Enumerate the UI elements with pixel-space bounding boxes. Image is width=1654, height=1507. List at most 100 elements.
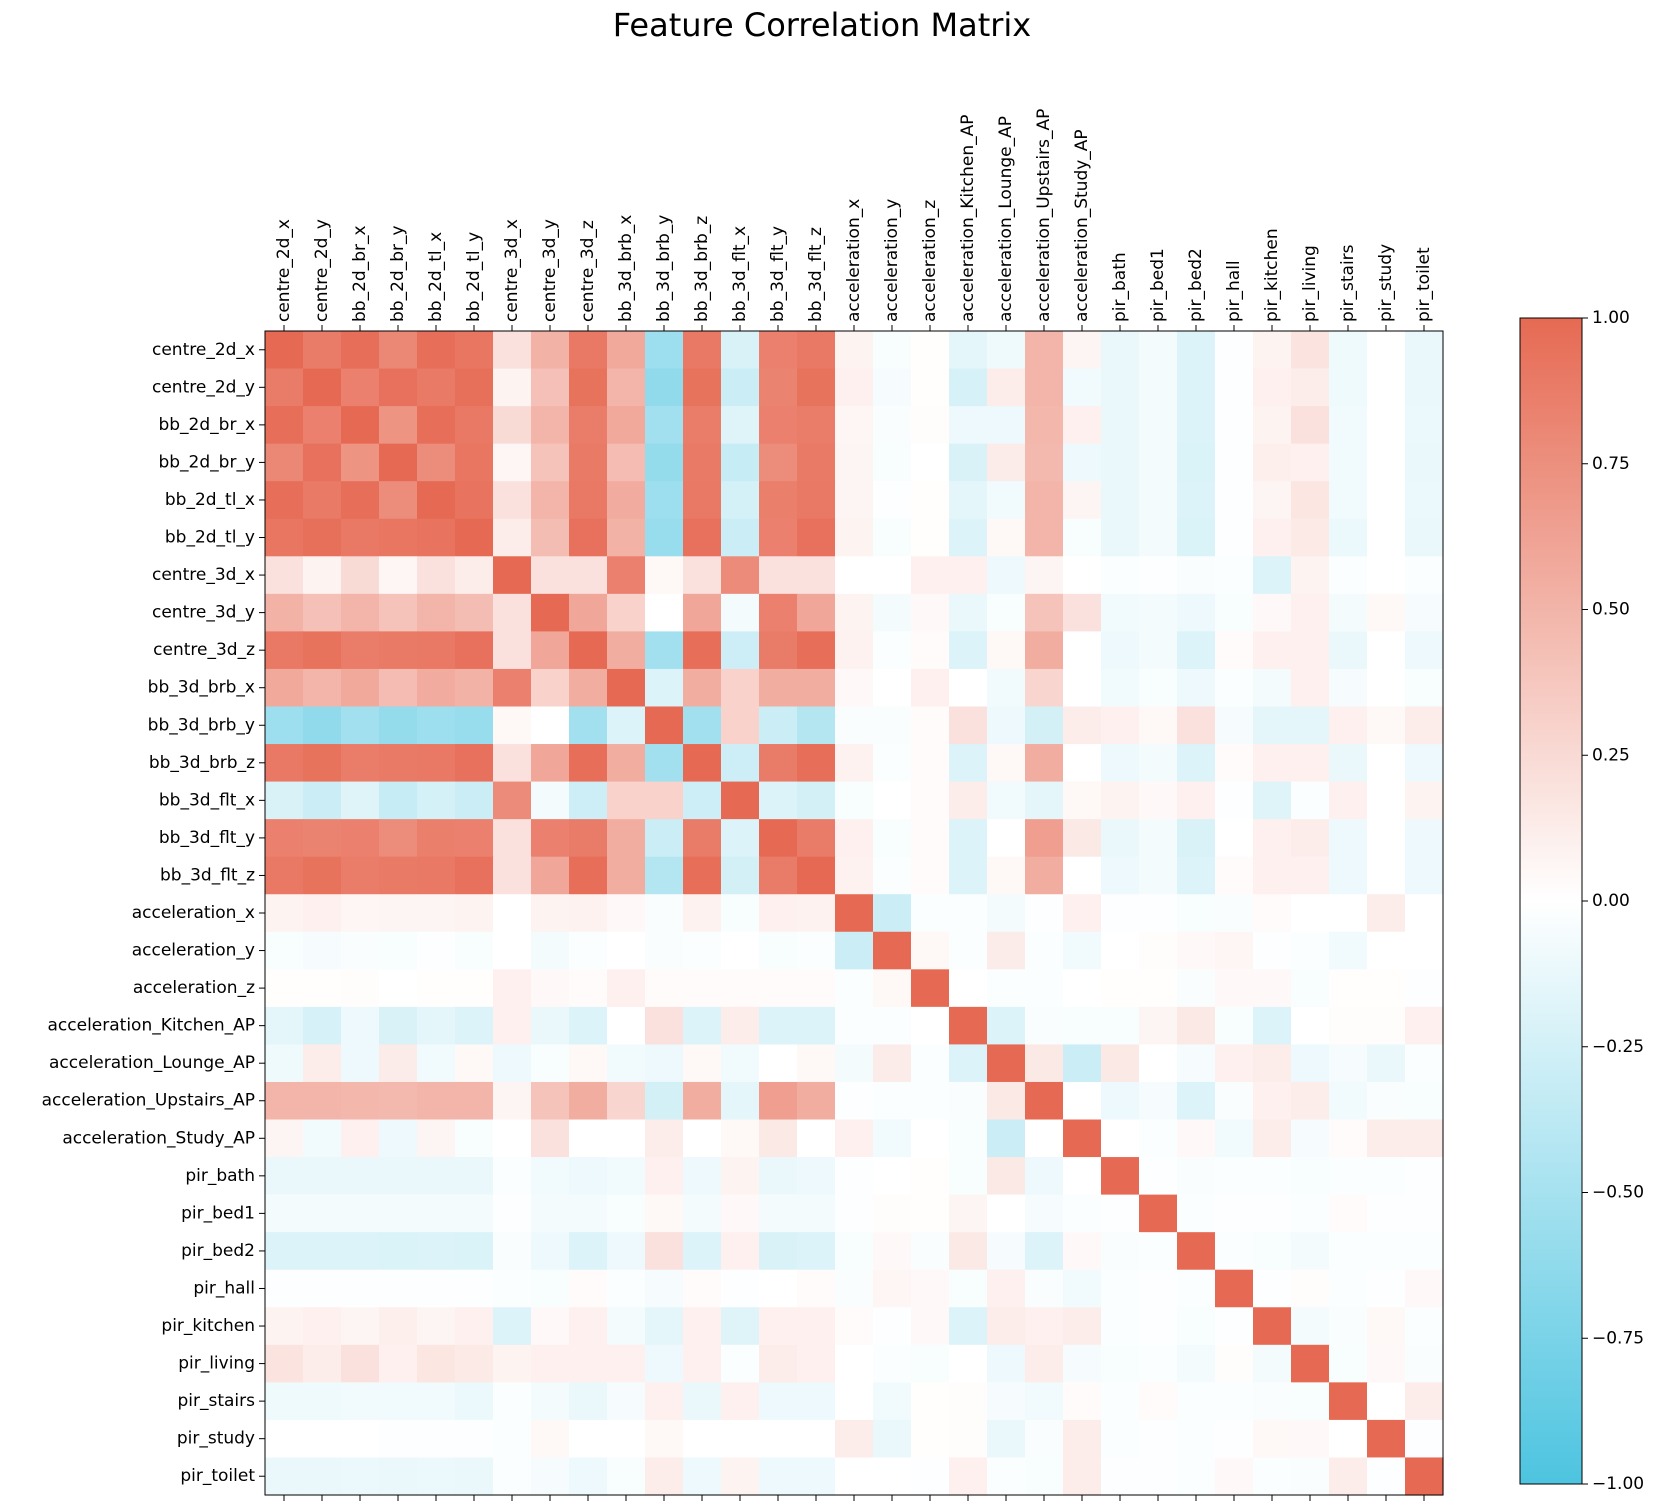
heatmap-cell	[911, 1044, 950, 1083]
heatmap-cell	[911, 1344, 950, 1383]
heatmap-cell	[1405, 1382, 1444, 1421]
y-tick-label: acceleration_Study_AP	[62, 1128, 255, 1148]
heatmap-cell	[949, 1457, 988, 1496]
heatmap-cell	[607, 1419, 646, 1459]
heatmap-cell	[987, 969, 1026, 1008]
heatmap-cell	[987, 706, 1026, 745]
heatmap-cell	[645, 1006, 684, 1046]
heatmap-cell	[1253, 1344, 1292, 1383]
heatmap-cell	[1405, 1081, 1444, 1121]
heatmap-cell	[797, 1081, 836, 1121]
heatmap-cell	[1025, 819, 1064, 858]
heatmap-cell	[1253, 1382, 1292, 1421]
heatmap-cell	[759, 1006, 798, 1046]
heatmap-cell	[1329, 331, 1368, 370]
heatmap-cell	[265, 1232, 304, 1271]
heatmap-cell	[303, 1119, 342, 1158]
heatmap-cell	[759, 1269, 798, 1308]
heatmap-cell	[1139, 744, 1178, 783]
heatmap-cell	[1367, 744, 1406, 783]
heatmap-cell	[417, 331, 456, 370]
heatmap-cell	[987, 481, 1026, 520]
y-tick-label: pir_living	[178, 1354, 255, 1374]
heatmap-cell	[417, 443, 456, 482]
heatmap-cell	[569, 1307, 608, 1346]
heatmap-cell	[417, 931, 456, 970]
heatmap-cell	[531, 969, 570, 1008]
heatmap-cell	[607, 668, 646, 708]
heatmap-cell	[835, 856, 874, 895]
heatmap-cell	[759, 1157, 798, 1196]
heatmap-cell	[797, 894, 836, 933]
heatmap-cell	[1177, 518, 1216, 557]
heatmap-cell	[645, 1119, 684, 1158]
heatmap-cell	[493, 1157, 532, 1196]
heatmap-cell	[379, 1269, 418, 1308]
heatmap-cell	[417, 1157, 456, 1196]
heatmap-cell	[987, 1044, 1026, 1083]
heatmap-cell	[379, 1382, 418, 1421]
heatmap-cell	[1177, 819, 1216, 858]
heatmap-cell	[265, 931, 304, 970]
heatmap-cell	[759, 856, 798, 895]
heatmap-cell	[607, 331, 646, 370]
heatmap-cell	[493, 1419, 532, 1459]
heatmap-cell	[379, 368, 418, 407]
heatmap-cell	[1215, 593, 1254, 632]
heatmap-cell	[417, 1457, 456, 1496]
heatmap-cell	[265, 781, 304, 820]
heatmap-cell	[493, 781, 532, 820]
heatmap-cell	[949, 781, 988, 820]
y-tick-label: acceleration_y	[132, 941, 255, 961]
heatmap-cell	[265, 481, 304, 520]
heatmap-cell	[303, 931, 342, 970]
heatmap-cell	[721, 631, 760, 670]
heatmap-cell	[987, 443, 1026, 482]
heatmap-cell	[1215, 331, 1254, 370]
heatmap-cell	[645, 593, 684, 632]
heatmap-cell	[1367, 781, 1406, 820]
heatmap-cell	[1063, 1419, 1102, 1459]
heatmap-cell	[569, 593, 608, 632]
x-tick-label: acceleration_z	[920, 200, 940, 322]
heatmap-cell	[303, 556, 342, 595]
heatmap-cell	[949, 1232, 988, 1271]
heatmap-cell	[265, 1307, 304, 1346]
heatmap-cell	[417, 1382, 456, 1421]
heatmap-cell	[1329, 1344, 1368, 1383]
x-tick-label: bb_2d_br_x	[350, 225, 370, 322]
x-tick-label: centre_3d_z	[578, 220, 598, 322]
heatmap-cell	[569, 856, 608, 895]
heatmap-cell	[303, 1419, 342, 1459]
x-tick-label: bb_3d_brb_y	[654, 215, 674, 322]
heatmap-cell	[1215, 368, 1254, 407]
heatmap-cell	[1405, 443, 1444, 482]
heatmap-cell	[873, 1157, 912, 1196]
heatmap-cell	[569, 894, 608, 933]
heatmap-cell	[835, 1044, 874, 1083]
heatmap-cell	[911, 781, 950, 820]
heatmap-cell	[531, 1307, 570, 1346]
heatmap-cell	[1101, 1307, 1140, 1346]
heatmap-cell	[873, 631, 912, 670]
heatmap-cell	[1291, 931, 1330, 970]
heatmap-cell	[1139, 781, 1178, 820]
heatmap-cell	[911, 556, 950, 595]
heatmap-cell	[949, 1194, 988, 1233]
heatmap-cell	[1329, 931, 1368, 970]
heatmap-cell	[1139, 1081, 1178, 1121]
heatmap-cell	[417, 556, 456, 595]
heatmap-cell	[1063, 969, 1102, 1008]
heatmap-cell	[1177, 406, 1216, 445]
heatmap-cell	[987, 1269, 1026, 1308]
heatmap-cell	[341, 1269, 380, 1308]
heatmap-cell	[569, 969, 608, 1008]
heatmap-cell	[645, 1307, 684, 1346]
heatmap-cell	[1405, 1232, 1444, 1271]
heatmap-cell	[759, 969, 798, 1008]
heatmap-cell	[1215, 1307, 1254, 1346]
heatmap-cell	[835, 1232, 874, 1271]
heatmap-cell	[987, 1232, 1026, 1271]
heatmap-cell	[1405, 631, 1444, 670]
heatmap-cell	[759, 481, 798, 520]
